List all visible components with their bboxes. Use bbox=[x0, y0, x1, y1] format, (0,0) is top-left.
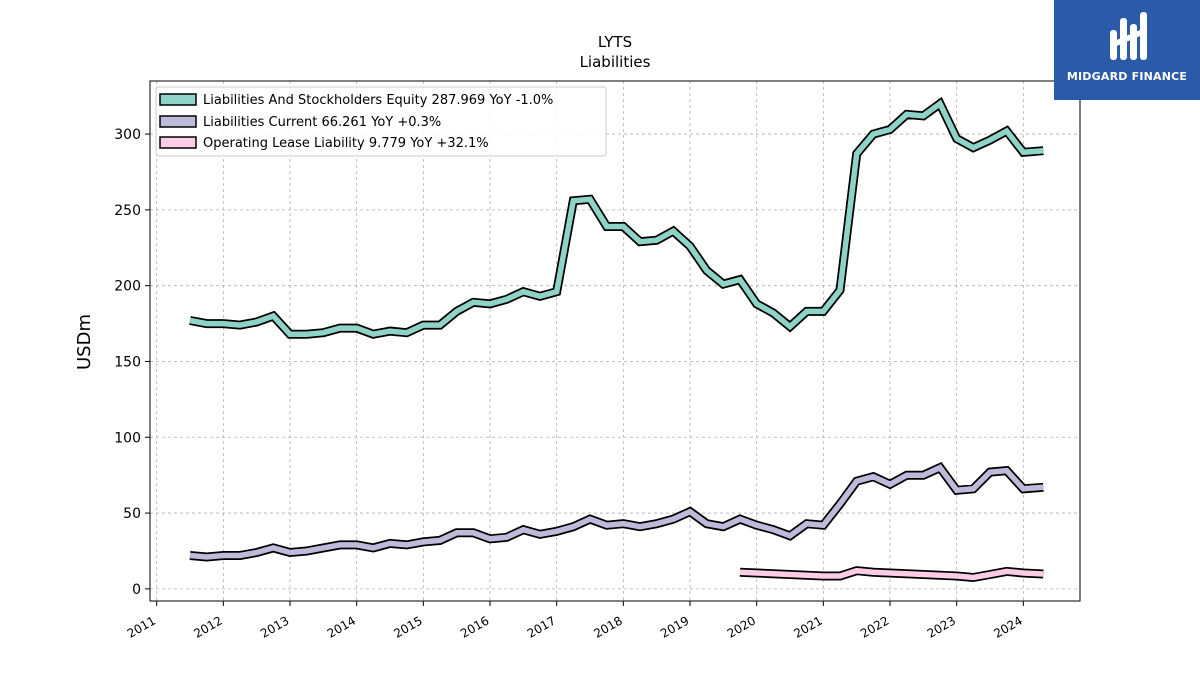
y-tick-label: 200 bbox=[114, 279, 141, 295]
x-tick-label: 2013 bbox=[258, 613, 291, 640]
plot-frame bbox=[149, 80, 1081, 602]
x-tick-label: 2017 bbox=[525, 613, 558, 640]
x-tick-label: 2014 bbox=[325, 613, 358, 640]
series-line bbox=[189, 464, 1044, 560]
y-tick-label: 100 bbox=[114, 430, 141, 446]
legend-box bbox=[155, 86, 607, 157]
x-tick-label: 2018 bbox=[591, 613, 624, 640]
series-2 bbox=[739, 566, 1044, 583]
legend-swatch-lease bbox=[159, 136, 197, 149]
legend-label-current: Liabilities Current 66.261 YoY +0.3% bbox=[203, 115, 441, 130]
x-tick-label: 2020 bbox=[725, 613, 758, 640]
chart-title: LYTS bbox=[598, 33, 632, 51]
x-tick-label: 2022 bbox=[858, 613, 891, 640]
x-tick-label: 2021 bbox=[791, 613, 824, 640]
brand-logo: MIDGARD FINANCE bbox=[1054, 0, 1200, 100]
series-line-outline bbox=[189, 461, 1044, 562]
brand-name: MIDGARD FINANCE bbox=[1066, 70, 1188, 83]
legend-label-lease: Operating Lease Liability 9.779 YoY +32.… bbox=[203, 136, 489, 151]
y-axis-label: USDm bbox=[74, 314, 95, 370]
series-0 bbox=[189, 96, 1044, 339]
series-layer bbox=[189, 96, 1044, 583]
y-tick-label: 0 bbox=[132, 582, 141, 598]
x-tick-label: 2024 bbox=[991, 613, 1024, 640]
legend-swatch-equity bbox=[159, 93, 197, 106]
series-line bbox=[189, 99, 1044, 338]
y-tick-label: 250 bbox=[114, 203, 141, 219]
x-tick-label: 2019 bbox=[658, 613, 691, 640]
y-tick-label: 150 bbox=[114, 354, 141, 370]
series-line bbox=[739, 567, 1044, 581]
legend-swatch-current bbox=[159, 115, 197, 128]
y-tick-label: 300 bbox=[114, 127, 141, 143]
legend-label-equity: Liabilities And Stockholders Equity 287.… bbox=[203, 93, 553, 108]
x-tick-label: 2012 bbox=[191, 613, 224, 640]
x-tick-label: 2016 bbox=[458, 613, 491, 640]
x-tick-label: 2023 bbox=[925, 613, 958, 640]
x-tick-label: 2015 bbox=[391, 613, 424, 640]
y-tick-label: 50 bbox=[123, 506, 141, 522]
midgard-logo-icon bbox=[1110, 12, 1147, 60]
legend: Liabilities And Stockholders Equity 287.… bbox=[155, 86, 607, 157]
x-tick-label: 2011 bbox=[125, 613, 158, 640]
series-1 bbox=[189, 461, 1044, 562]
chart-subtitle: Liabilities bbox=[580, 53, 651, 71]
